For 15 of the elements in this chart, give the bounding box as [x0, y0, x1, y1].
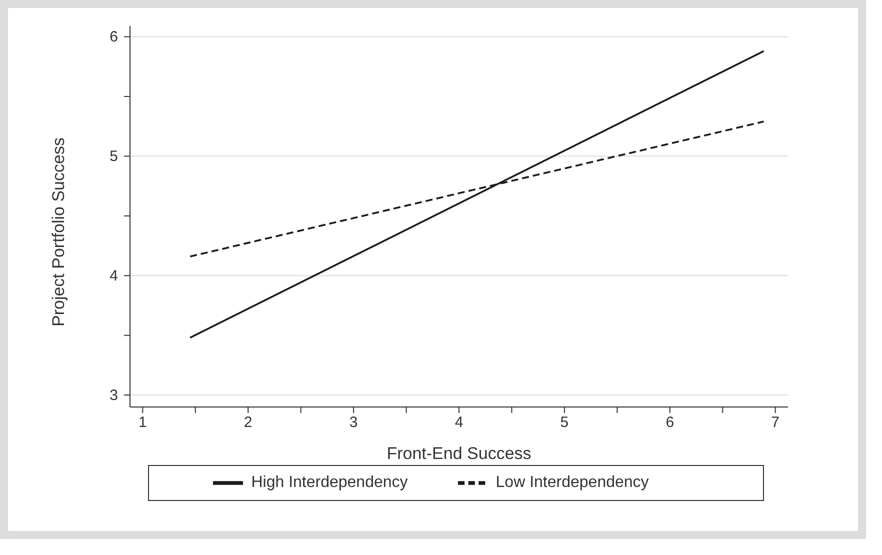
legend-label: High Interdependency [251, 474, 408, 492]
y-tick-label: 6 [110, 28, 118, 46]
x-tick-label: 2 [244, 414, 252, 431]
x-tick-label: 7 [771, 414, 780, 431]
x-tick-label: 4 [454, 414, 464, 431]
y-axis-title: Project Portfolio Success [49, 138, 68, 326]
x-axis-title: Front-End Success [386, 444, 532, 463]
y-tick-label: 4 [110, 268, 118, 285]
x-tick-label: 6 [666, 414, 674, 431]
x-tick-label: 1 [138, 414, 147, 431]
x-tick-label: 3 [349, 414, 358, 431]
y-tick-label: 3 [110, 387, 118, 404]
x-tick-label: 5 [560, 414, 569, 431]
legend-label: Low Interdependency [496, 474, 649, 492]
y-tick-label: 5 [110, 148, 118, 166]
